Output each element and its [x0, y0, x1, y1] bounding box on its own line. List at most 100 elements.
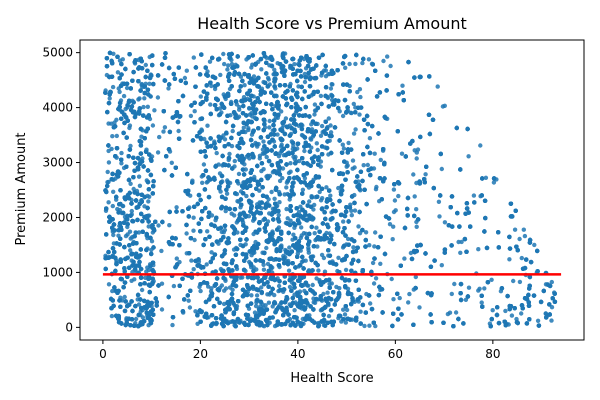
scatter-point: [449, 291, 454, 297]
scatter-point: [152, 108, 157, 113]
scatter-point: [439, 166, 444, 172]
scatter-point: [276, 212, 281, 218]
scatter-point: [167, 223, 172, 228]
scatter-point: [396, 193, 401, 199]
scatter-point: [202, 136, 207, 142]
scatter-point: [357, 112, 362, 117]
scatter-point: [146, 199, 151, 204]
scatter-point: [300, 187, 306, 192]
scatter-point: [150, 123, 156, 128]
scatter-point: [226, 63, 231, 68]
scatter-point: [385, 54, 390, 59]
scatter-point: [176, 128, 181, 134]
scatter-point: [169, 160, 174, 165]
scatter-point: [368, 301, 373, 306]
scatter-point: [549, 305, 555, 310]
scatter-point: [146, 267, 152, 273]
scatter-point: [549, 279, 554, 285]
scatter-point: [124, 85, 130, 91]
scatter-point: [399, 151, 405, 156]
scatter-point: [356, 224, 361, 229]
scatter-point: [318, 93, 324, 99]
scatter-point: [200, 180, 205, 185]
scatter-point: [159, 307, 165, 312]
scatter-point: [155, 95, 161, 100]
scatter-point: [193, 309, 198, 314]
scatter-point: [117, 89, 122, 95]
scatter-point: [161, 129, 166, 134]
scatter-point: [482, 286, 487, 291]
scatter-point: [252, 310, 258, 315]
scatter-point: [329, 281, 334, 286]
scatter-point: [136, 302, 142, 307]
scatter-point: [186, 298, 191, 303]
scatter-point: [406, 300, 411, 305]
scatter-point: [247, 105, 252, 111]
scatter-point: [187, 305, 193, 310]
scatter-point: [106, 200, 111, 205]
scatter-point: [205, 229, 210, 234]
scatter-point: [284, 185, 289, 190]
scatter-point: [223, 208, 228, 214]
scatter-point: [314, 276, 319, 281]
scatter-point: [106, 282, 112, 287]
scatter-point: [471, 193, 477, 198]
scatter-point: [315, 147, 320, 153]
scatter-point: [137, 183, 143, 188]
scatter-point: [373, 187, 379, 192]
scatter-point: [349, 208, 354, 213]
scatter-point: [352, 208, 358, 213]
scatter-point: [489, 277, 494, 282]
scatter-point: [275, 132, 280, 137]
scatter-point: [417, 305, 422, 310]
scatter-point: [367, 323, 372, 328]
scatter-point: [372, 151, 377, 156]
scatter-point: [453, 310, 459, 315]
scatter-point: [171, 283, 177, 289]
scatter-point: [365, 162, 370, 168]
scatter-point: [263, 303, 268, 308]
scatter-point: [439, 263, 444, 268]
scatter-point: [272, 196, 277, 201]
scatter-point: [246, 127, 251, 133]
scatter-point: [174, 205, 179, 210]
scatter-point: [129, 208, 134, 214]
scatter-point: [312, 231, 317, 236]
scatter-point: [191, 267, 196, 272]
scatter-point: [400, 83, 405, 88]
scatter-point: [343, 267, 349, 273]
scatter-point: [312, 102, 318, 107]
scatter-point: [341, 146, 347, 151]
scatter-point: [205, 123, 210, 128]
scatter-point: [479, 300, 484, 305]
scatter-point: [139, 81, 144, 87]
scatter-point: [264, 245, 269, 251]
scatter-point: [106, 121, 111, 126]
scatter-point: [191, 55, 196, 60]
scatter-point: [351, 101, 356, 107]
scatter-point: [106, 160, 112, 165]
scatter-point: [227, 285, 233, 290]
scatter-point: [192, 237, 197, 243]
scatter-point: [240, 275, 245, 280]
scatter-point: [341, 219, 346, 224]
scatter-point: [222, 288, 227, 293]
scatter-point: [350, 158, 356, 163]
scatter-point: [237, 107, 242, 112]
scatter-point: [490, 308, 495, 313]
scatter-point: [312, 112, 317, 117]
scatter-point: [521, 227, 526, 232]
scatter-point: [147, 81, 152, 87]
scatter-point: [131, 186, 136, 192]
scatter-point: [345, 236, 351, 242]
scatter-point: [208, 102, 213, 107]
scatter-point: [201, 162, 207, 167]
scatter-point: [319, 123, 325, 129]
scatter-point: [232, 158, 237, 164]
scatter-point: [145, 104, 150, 110]
scatter-point: [283, 116, 289, 121]
scatter-point: [328, 86, 334, 91]
scatter-point: [139, 287, 145, 293]
scatter-point: [307, 199, 312, 204]
